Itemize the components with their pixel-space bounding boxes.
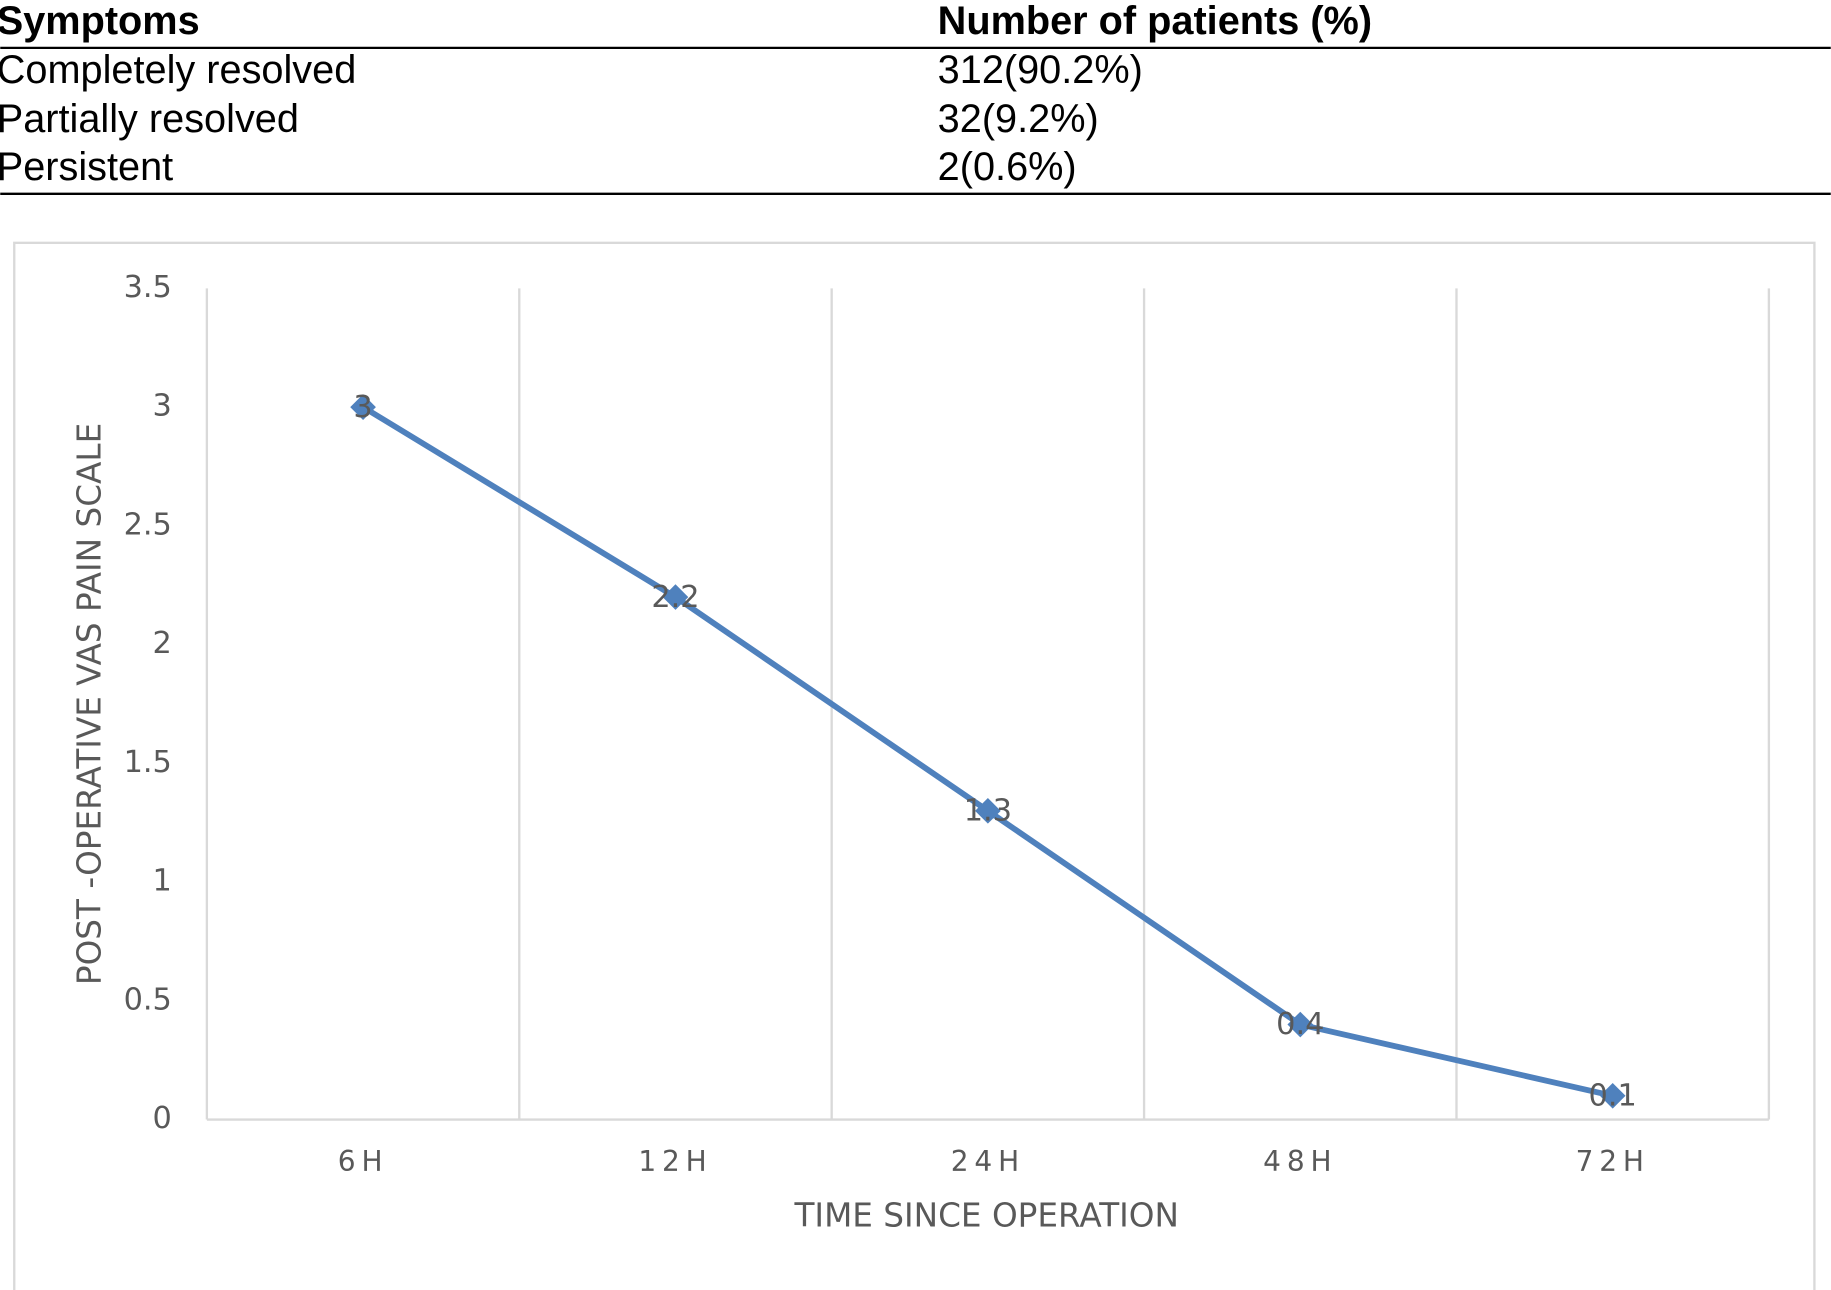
x-tick-label: 48H xyxy=(1263,1145,1337,1178)
y-tick-label: 1.5 xyxy=(124,745,172,780)
y-tick-label: 3.5 xyxy=(124,270,172,305)
y-tick-label: 2 xyxy=(153,626,172,661)
table-cell: 312(90.2%) xyxy=(938,48,1143,92)
x-axis-title: TIME SINCE OPERATION xyxy=(793,1197,1178,1235)
y-tick-label: 1 xyxy=(153,864,172,899)
y-tick-label: 0 xyxy=(153,1101,172,1136)
y-tick-label: 2.5 xyxy=(124,507,172,542)
marker xyxy=(1599,1082,1626,1109)
y-tick-label: 0.5 xyxy=(124,982,172,1017)
data-label: 2.2 xyxy=(651,580,699,615)
data-label: 1.3 xyxy=(964,793,1012,828)
table-cell: Partially resolved xyxy=(0,97,299,141)
x-tick-label: 6H xyxy=(338,1145,389,1178)
table-cell: 32(9.2%) xyxy=(938,97,1099,141)
chart-frame xyxy=(13,241,1816,1290)
marker xyxy=(662,584,689,610)
table-cell: 2(0.6%) xyxy=(938,145,1077,189)
table-cell: Persistent xyxy=(0,145,173,189)
y-axis-title: POST -OPERATIVE VAS PAIN SCALE xyxy=(70,423,108,985)
table-cell: Completely resolved xyxy=(0,48,356,92)
marker xyxy=(975,797,1001,824)
y-tick-label: 3 xyxy=(153,389,172,424)
x-tick-label: 72H xyxy=(1576,1145,1650,1178)
table-header: Symptoms xyxy=(0,0,200,43)
data-label: 0.1 xyxy=(1589,1078,1637,1113)
data-label: 3 xyxy=(353,390,372,425)
x-tick-label: 24H xyxy=(951,1145,1025,1178)
table-header: Number of patients (%) xyxy=(938,0,1372,43)
x-tick-label: 12H xyxy=(638,1145,712,1178)
marker xyxy=(350,394,376,420)
data-label: 0.4 xyxy=(1276,1007,1324,1042)
